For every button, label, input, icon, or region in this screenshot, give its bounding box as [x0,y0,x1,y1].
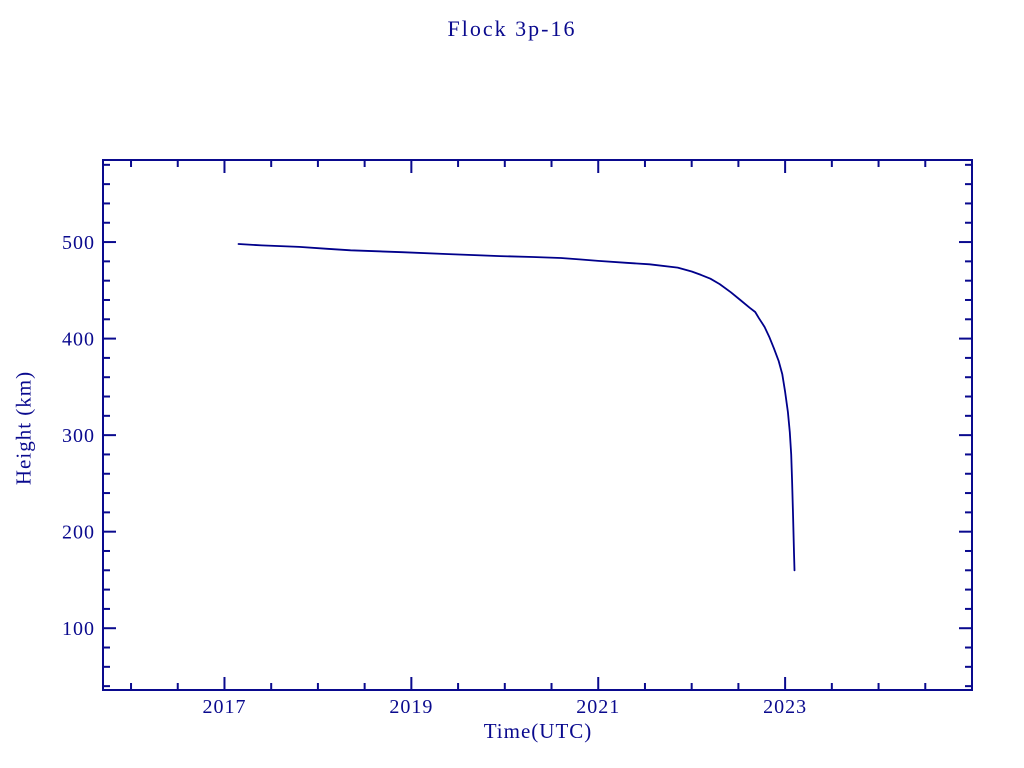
decay-curve [237,243,796,572]
plot-frame [102,159,973,691]
x-tick-label: 2019 [389,696,433,718]
x-axis-label: Time(UTC) [483,719,593,743]
y-tick-label: 400 [62,329,95,351]
y-tick-label: 500 [62,232,95,254]
x-tick-label: 2021 [576,696,620,718]
x-tick-label: 2017 [202,696,246,718]
y-tick-label: 300 [62,425,95,447]
y-tick-label: 200 [62,522,95,544]
chart-title: Flock 3p-16 [447,16,577,41]
y-tick-label: 100 [62,618,95,640]
x-tick-label: 2023 [763,696,807,718]
